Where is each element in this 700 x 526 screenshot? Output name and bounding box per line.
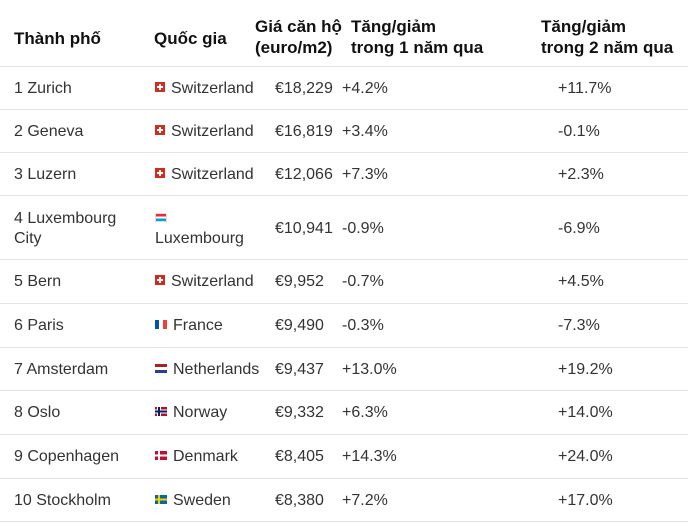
row-change-2y: +4.5% bbox=[558, 273, 604, 290]
header-change-1y-line1: Tăng/giảm bbox=[351, 17, 437, 36]
flag-switzerland-icon bbox=[155, 125, 165, 135]
table-row: 9 Copenhagen Denmark €8,405 +14.3% +24.0… bbox=[0, 434, 688, 479]
table-row: 7 Amsterdam Netherlands €9,437 +13.0% +1… bbox=[0, 347, 688, 391]
row-change-1y: +13.0% bbox=[342, 361, 397, 378]
row-price: €8,405 bbox=[275, 448, 324, 465]
row-change-1y: +7.3% bbox=[342, 166, 388, 183]
row-change-1y: +6.3% bbox=[342, 404, 388, 421]
row-change-2y: -0.1% bbox=[558, 123, 600, 140]
row-price: €9,490 bbox=[275, 317, 324, 334]
row-price: €18,229 bbox=[275, 80, 333, 97]
row-city: 3 Luzern bbox=[14, 166, 77, 183]
header-change-2y-line1: Tăng/giảm bbox=[541, 17, 627, 36]
row-change-1y: +7.2% bbox=[342, 492, 388, 509]
row-country-label: Netherlands bbox=[173, 361, 260, 378]
table-row: 6 Paris France €9,490 -0.3% -7.3% bbox=[0, 303, 688, 348]
row-change-2y: -6.9% bbox=[558, 220, 600, 237]
row-city: 8 Oslo bbox=[14, 404, 61, 421]
table-header: Thành phố Quốc gia Giá căn hộ (euro/m2) … bbox=[0, 0, 700, 66]
header-change-1y-line2: trong 1 năm qua bbox=[351, 38, 484, 57]
row-change-1y: -0.9% bbox=[342, 220, 384, 237]
flag-switzerland-icon bbox=[155, 275, 165, 285]
flag-sweden-icon bbox=[155, 495, 167, 504]
row-country: Luxembourg bbox=[155, 209, 244, 249]
table-row: 5 Bern Switzerland €9,952 -0.7% +4.5% bbox=[0, 259, 688, 304]
header-country: Quốc gia bbox=[154, 29, 227, 48]
row-change-2y: +11.7% bbox=[558, 80, 612, 97]
row-city: 1 Zurich bbox=[14, 80, 72, 97]
row-country: France bbox=[155, 316, 223, 336]
header-price: Giá căn hộ (euro/m2) bbox=[255, 16, 342, 58]
row-country: Switzerland bbox=[155, 272, 254, 292]
row-change-2y: +14.0% bbox=[558, 404, 613, 421]
row-change-1y: +14.3% bbox=[342, 448, 397, 465]
table-row: 8 Oslo Norway €9,332 +6.3% +14.0% bbox=[0, 390, 688, 435]
row-change-2y: +17.0% bbox=[558, 492, 613, 509]
header-change-2y-line2: trong 2 năm qua bbox=[541, 38, 674, 57]
header-change-2y: Tăng/giảm trong 2 năm qua bbox=[541, 16, 673, 58]
row-country-label: France bbox=[173, 317, 223, 334]
flag-netherlands-icon bbox=[155, 364, 167, 373]
row-city-line2: City bbox=[14, 230, 42, 247]
row-price: €16,819 bbox=[275, 123, 333, 140]
row-country-label: Sweden bbox=[173, 492, 231, 509]
row-price: €9,332 bbox=[275, 404, 324, 421]
row-country-label: Switzerland bbox=[171, 166, 254, 183]
row-country-label: Luxembourg bbox=[155, 230, 244, 247]
row-change-1y: -0.7% bbox=[342, 273, 384, 290]
row-price: €10,941 bbox=[275, 220, 333, 237]
row-country-label: Switzerland bbox=[171, 123, 254, 140]
row-city: 6 Paris bbox=[14, 317, 64, 334]
row-price: €9,437 bbox=[275, 361, 324, 378]
table-bottom-border bbox=[0, 521, 688, 522]
row-change-2y: -7.3% bbox=[558, 317, 600, 334]
table-row: 10 Stockholm Sweden €8,380 +7.2% +17.0% bbox=[0, 478, 688, 522]
flag-switzerland-icon bbox=[155, 168, 165, 178]
row-change-1y: +3.4% bbox=[342, 123, 388, 140]
row-change-2y: +19.2% bbox=[558, 361, 613, 378]
header-change-1y: Tăng/giảm trong 1 năm qua bbox=[351, 16, 483, 58]
flag-luxembourg-icon bbox=[155, 213, 167, 222]
row-country-label: Switzerland bbox=[171, 80, 254, 97]
row-city-line1: 4 Luxembourg bbox=[14, 210, 117, 227]
row-city: 10 Stockholm bbox=[14, 492, 111, 509]
row-change-1y: -0.3% bbox=[342, 317, 384, 334]
table-row: 2 Geneva Switzerland €16,819 +3.4% -0.1% bbox=[0, 109, 688, 153]
row-city: 9 Copenhagen bbox=[14, 448, 119, 465]
row-change-1y: +4.2% bbox=[342, 80, 388, 97]
row-country: Denmark bbox=[155, 447, 238, 467]
row-price: €9,952 bbox=[275, 273, 324, 290]
flag-norway-icon bbox=[155, 407, 167, 416]
row-country: Netherlands bbox=[155, 360, 259, 380]
row-city: 7 Amsterdam bbox=[14, 361, 109, 378]
row-country-label: Denmark bbox=[173, 448, 238, 465]
row-country: Switzerland bbox=[155, 79, 254, 99]
flag-denmark-icon bbox=[155, 451, 167, 460]
row-country-label: Norway bbox=[173, 404, 228, 421]
row-price: €12,066 bbox=[275, 166, 333, 183]
row-country: Switzerland bbox=[155, 165, 254, 185]
row-country-label: Switzerland bbox=[171, 273, 254, 290]
flag-france-icon bbox=[155, 320, 167, 329]
row-change-2y: +2.3% bbox=[558, 166, 604, 183]
row-country: Sweden bbox=[155, 491, 231, 511]
row-city: 2 Geneva bbox=[14, 123, 84, 140]
header-price-line2: (euro/m2) bbox=[255, 38, 333, 57]
row-price: €8,380 bbox=[275, 492, 324, 509]
row-city: 4 Luxembourg City bbox=[14, 209, 116, 249]
row-country: Norway bbox=[155, 403, 227, 423]
header-price-line1: Giá căn hộ bbox=[255, 17, 342, 36]
flag-switzerland-icon bbox=[155, 82, 165, 92]
row-city: 5 Bern bbox=[14, 273, 62, 290]
table-row: 1 Zurich Switzerland €18,229 +4.2% +11.7… bbox=[0, 66, 688, 110]
table-row: 4 Luxembourg City Luxembourg €10,941 -0.… bbox=[0, 195, 688, 260]
row-change-2y: +24.0% bbox=[558, 448, 613, 465]
table-row: 3 Luzern Switzerland €12,066 +7.3% +2.3% bbox=[0, 152, 688, 196]
row-country: Switzerland bbox=[155, 122, 254, 142]
header-city: Thành phố bbox=[14, 29, 101, 48]
